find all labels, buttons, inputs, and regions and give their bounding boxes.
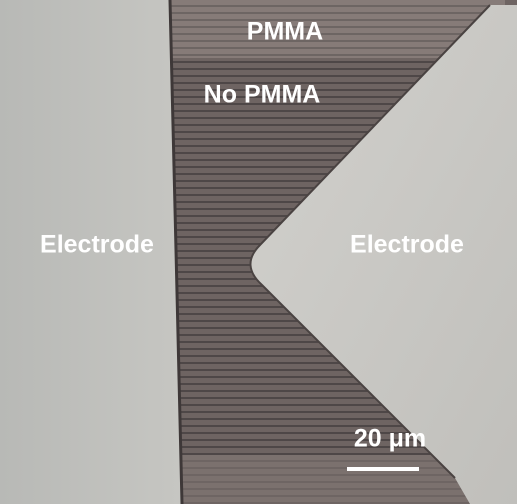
pmma-label: PMMA xyxy=(247,18,323,46)
no-pmma-label: No PMMA xyxy=(204,81,321,109)
electrode-label: Electrode xyxy=(350,231,464,259)
micrograph: PMMA No PMMA Electrode Electrode 20 μm xyxy=(0,0,517,504)
electrode-label: Electrode xyxy=(40,231,154,259)
scale-bar-label: 20 μm xyxy=(354,425,426,453)
